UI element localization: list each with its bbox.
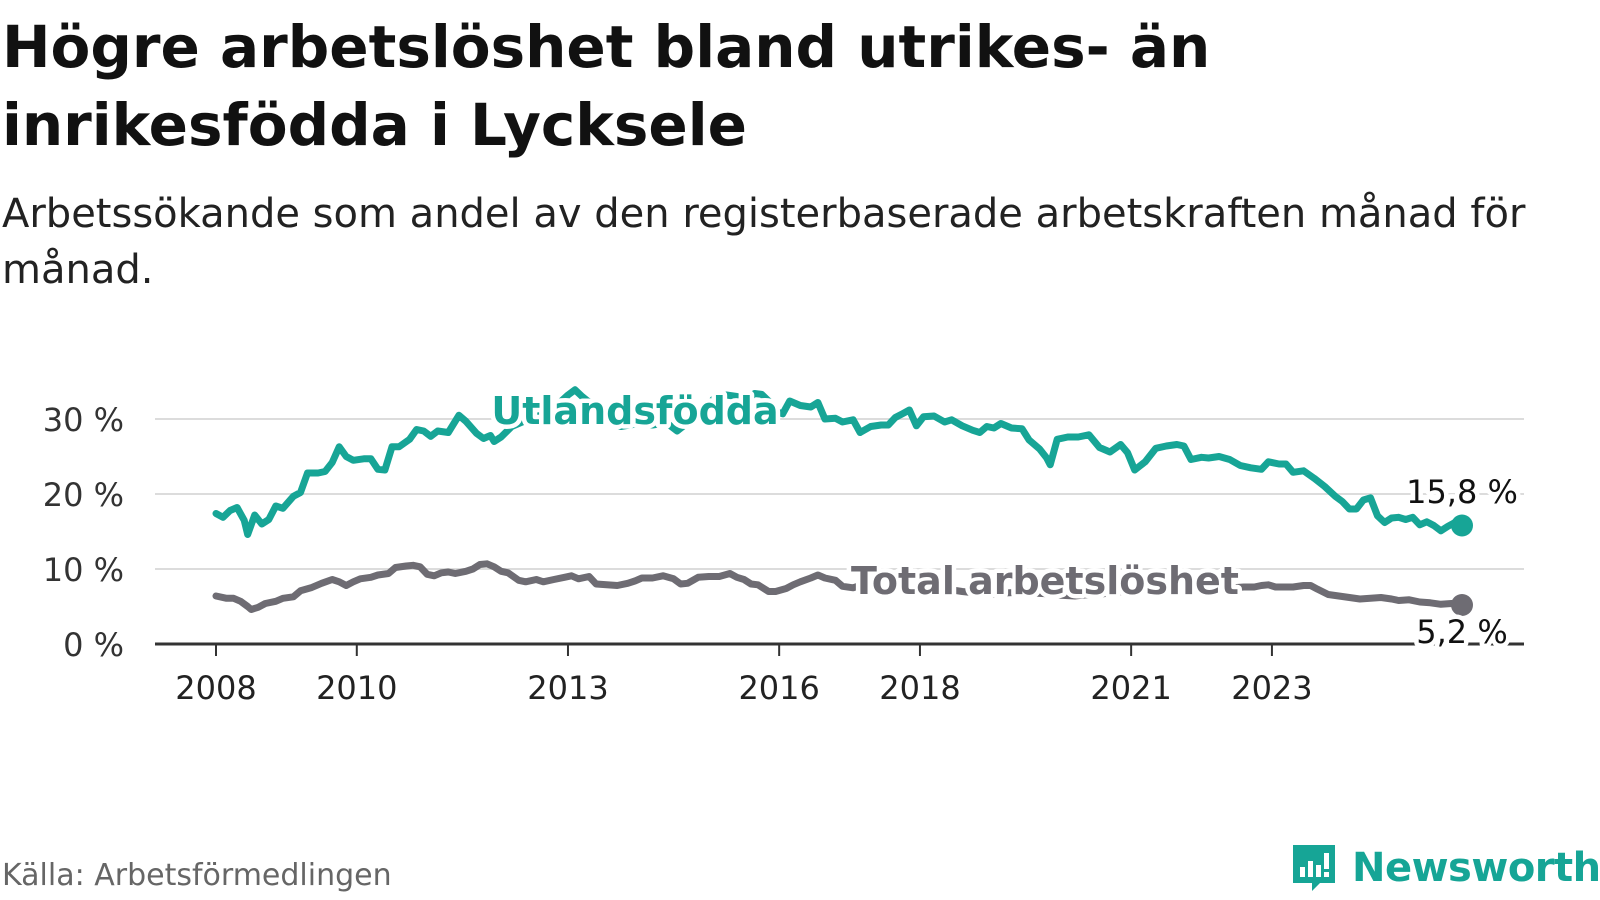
brand-name: Newsworthy: [1352, 845, 1600, 891]
chart-subtitle: Arbetssökande som andel av den registerb…: [2, 191, 1526, 293]
source-note: Källa: Arbetsförmedlingen: [2, 858, 392, 893]
series-line-total: [212, 560, 1466, 613]
x-tick-label: 2008: [175, 669, 256, 707]
y-tick-label: 0 %: [63, 626, 124, 664]
x-tick-label: 2018: [879, 669, 960, 707]
y-tick-label: 30 %: [43, 401, 124, 439]
end-label-total: 5,2 %: [1416, 613, 1507, 651]
x-tick-label: 2021: [1090, 669, 1171, 707]
series-lines: [212, 386, 1473, 616]
x-tick-label: 2016: [738, 669, 819, 707]
y-tick-label: 10 %: [43, 551, 124, 589]
series-labels: Utlandsfödda Total arbetslöshet 15,8 % 5,2 …: [487, 385, 1523, 656]
y-axis-tick-labels: 0 % 10 % 20 % 30 %: [43, 401, 124, 664]
x-tick-label: 2023: [1231, 669, 1312, 707]
x-axis-tick-labels: 2008 2010 2013 2016 2018 2021 2023: [175, 669, 1312, 707]
brand-logo: Newsworthy: [1290, 840, 1600, 896]
series-label-utlandsfodda: Utlandsfödda: [491, 389, 778, 433]
end-label-utlandsfodda: 15,8 %: [1406, 473, 1518, 511]
end-point-utlandsfodda: [1451, 514, 1473, 537]
series-label-total: Total arbetslöshet: [851, 559, 1239, 603]
x-axis: [155, 642, 1524, 656]
end-point-total: [1451, 594, 1473, 616]
page-title: Högre arbetslöshet bland utrikes- än inr…: [2, 13, 1211, 159]
series-line-utlandsfodda: [212, 386, 1466, 538]
x-tick-label: 2010: [316, 669, 397, 707]
newsworthy-logo-icon: [1293, 845, 1335, 891]
grid-lines: [155, 418, 1524, 570]
y-tick-label: 20 %: [43, 476, 124, 514]
x-tick-label: 2013: [527, 669, 608, 707]
line-chart: 0 % 10 % 20 % 30 % 2008 2010 2013 2016 2018 2021…: [43, 385, 1524, 707]
